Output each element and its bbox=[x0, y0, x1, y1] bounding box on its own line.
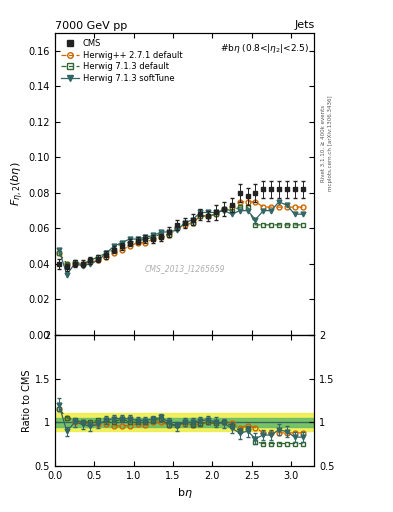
Text: Rivet 3.1.10, ≥ 400k events: Rivet 3.1.10, ≥ 400k events bbox=[320, 105, 325, 182]
Text: 7000 GeV pp: 7000 GeV pp bbox=[55, 21, 127, 31]
Bar bbox=[55, 414, 314, 431]
Text: Jets: Jets bbox=[294, 19, 314, 30]
Bar bbox=[55, 418, 314, 426]
Text: mcplots.cern.ch [arXiv:1306.3436]: mcplots.cern.ch [arXiv:1306.3436] bbox=[328, 96, 333, 191]
Text: #b$\eta$ (0.8<|$\eta_2$|<2.5): #b$\eta$ (0.8<|$\eta_2$|<2.5) bbox=[220, 42, 309, 55]
X-axis label: b$\eta$: b$\eta$ bbox=[177, 486, 193, 500]
Legend: CMS, Herwig++ 2.7.1 default, Herwig 7.1.3 default, Herwig 7.1.3 softTune: CMS, Herwig++ 2.7.1 default, Herwig 7.1.… bbox=[57, 36, 185, 86]
Y-axis label: $F_{\eta,2}(b\eta)$: $F_{\eta,2}(b\eta)$ bbox=[9, 162, 26, 206]
Y-axis label: Ratio to CMS: Ratio to CMS bbox=[22, 369, 32, 432]
Text: CMS_2013_I1265659: CMS_2013_I1265659 bbox=[145, 264, 225, 273]
